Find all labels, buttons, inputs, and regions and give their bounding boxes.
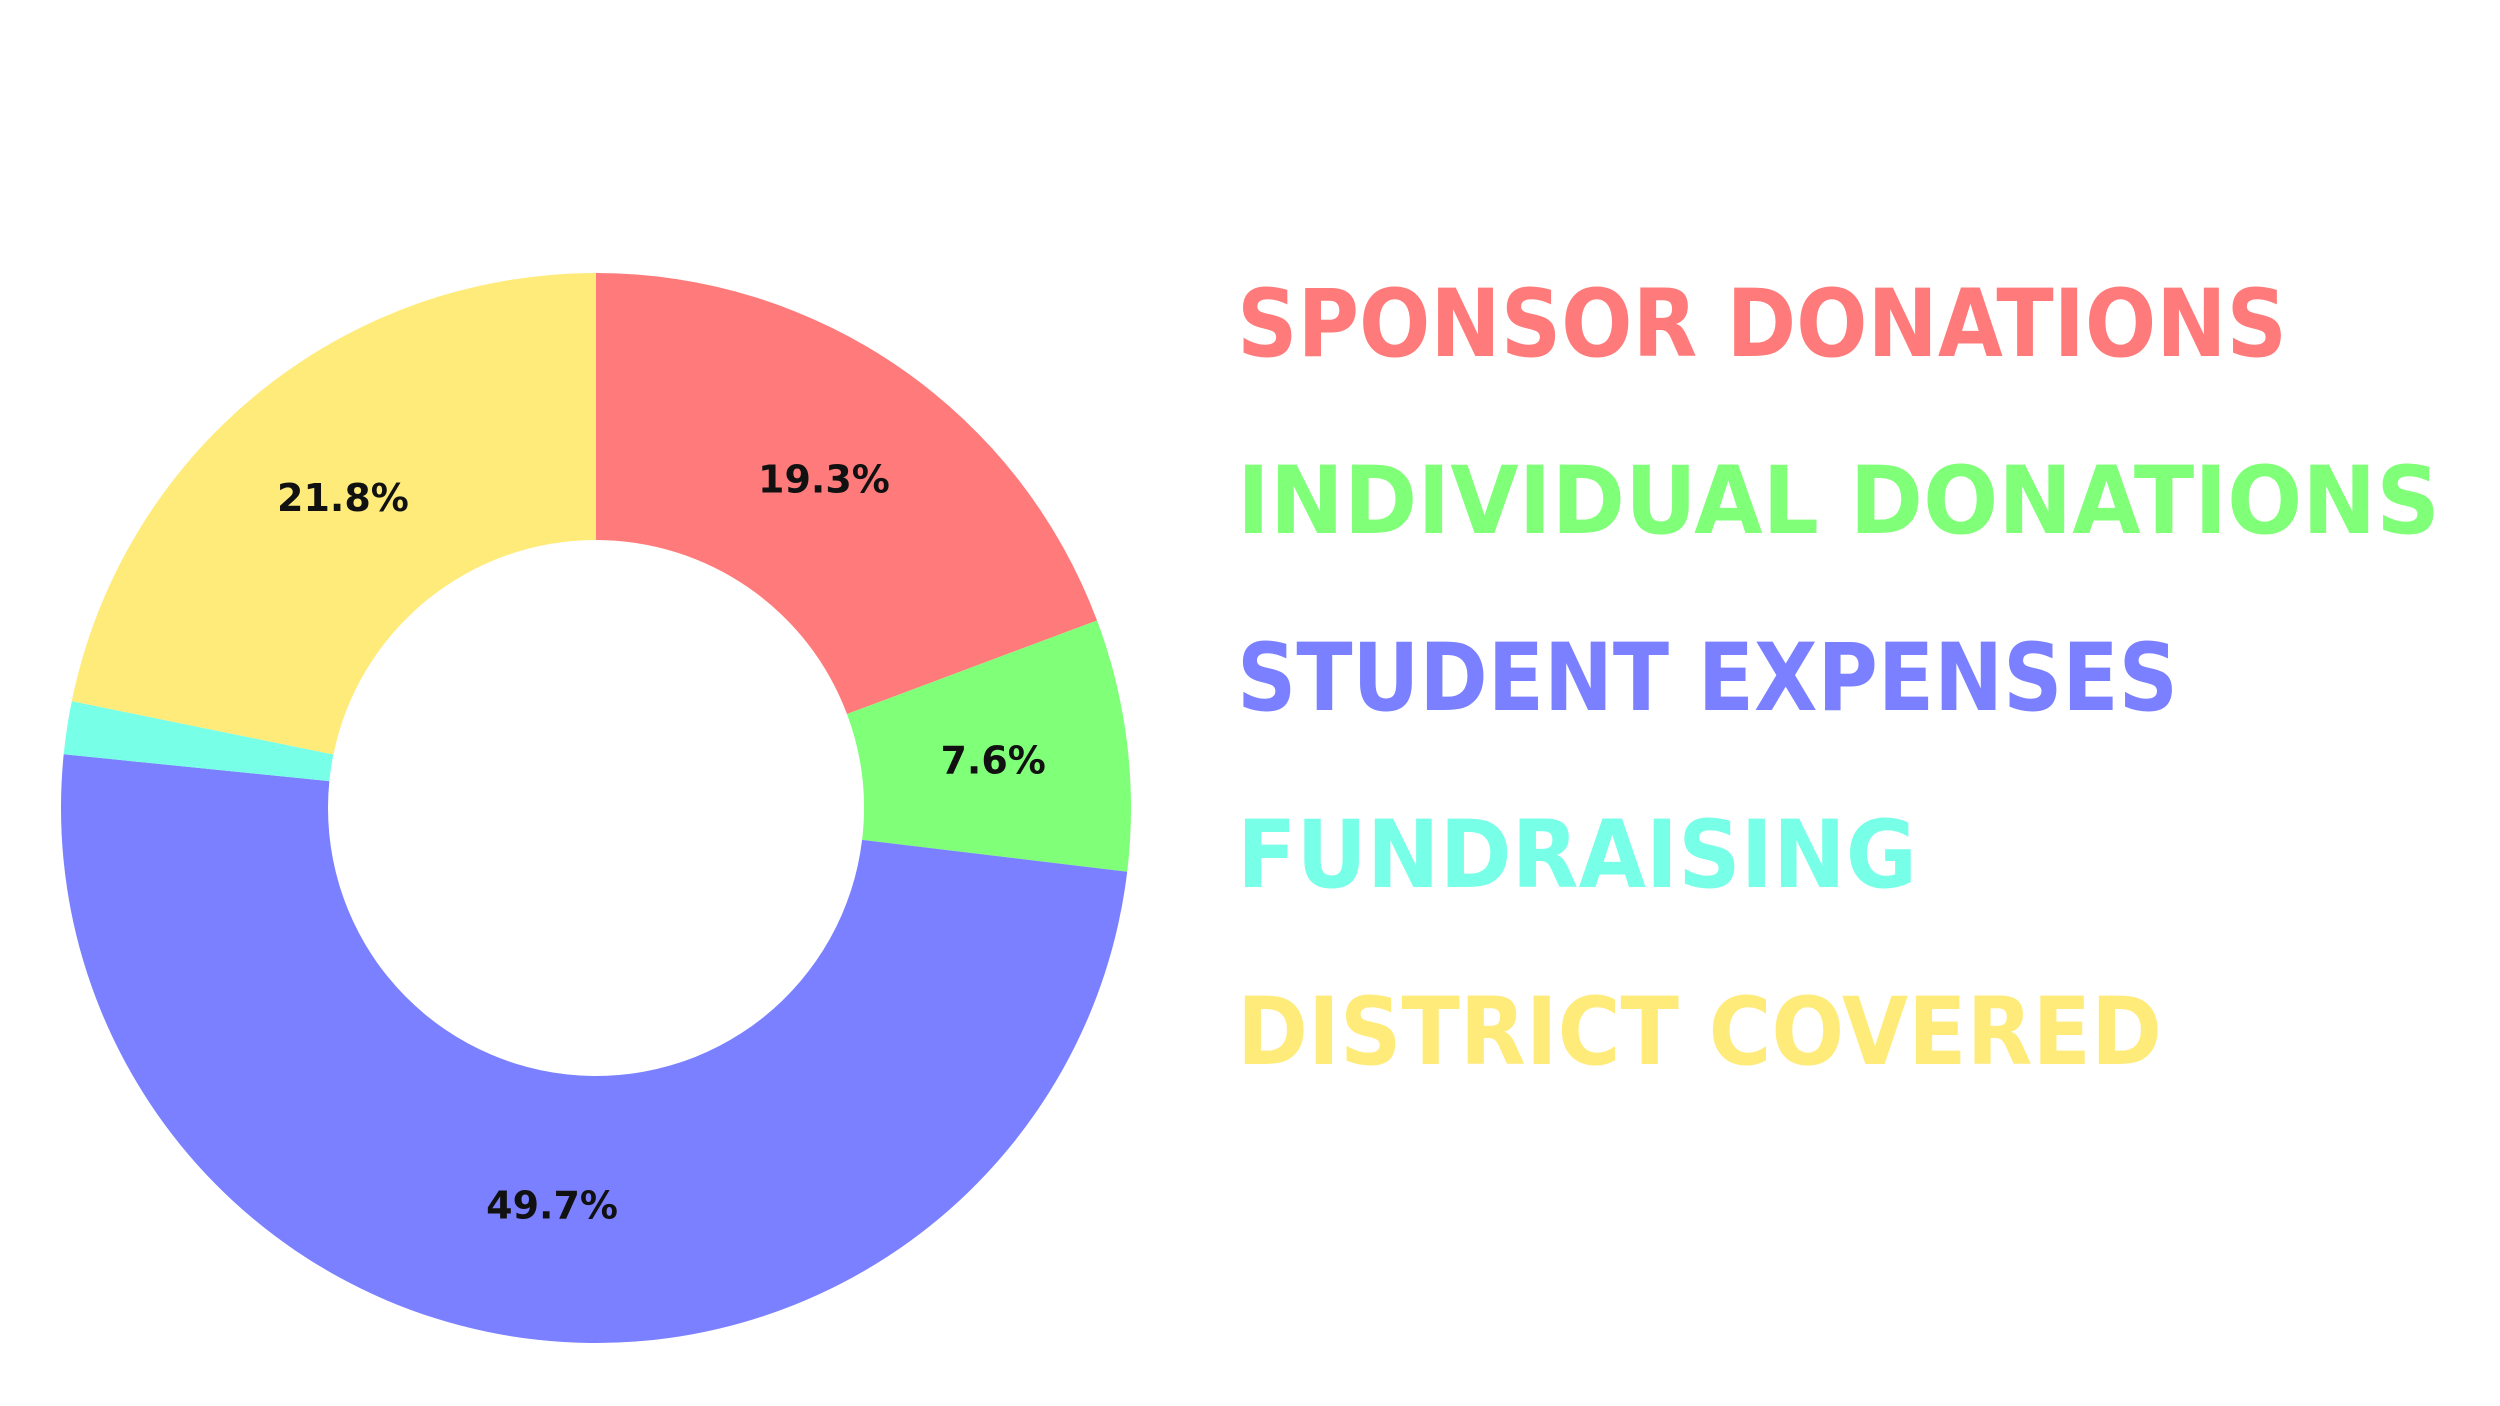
- legend-item-district-covered: DISTRICT COVERED: [1237, 978, 2162, 1087]
- legend-item-fundraising: FUNDRAISING: [1237, 801, 1917, 910]
- legend-item-sponsor-donations: SPONSOR DONATIONS: [1237, 270, 2287, 379]
- slice-sponsor-donations: [596, 273, 1098, 715]
- data-label-individual-donations: 7.6%: [940, 738, 1045, 782]
- legend: SPONSOR DONATIONS INDIVIDUAL DONATIONS STU…: [1237, 270, 2440, 1087]
- legend-item-individual-donations: INDIVIDUAL DONATIONS: [1237, 447, 2440, 556]
- data-label-district-covered: 21.8%: [277, 476, 409, 520]
- slice-district-covered: [71, 273, 597, 755]
- data-labels: 19.3% 7.6% 49.7% 21.8%: [277, 457, 1046, 1227]
- slice-individual-donations: [846, 620, 1131, 872]
- data-label-sponsor-donations: 19.3%: [758, 457, 890, 501]
- data-label-student-expenses: 49.7%: [486, 1184, 618, 1228]
- slice-student-expenses: [61, 754, 1128, 1343]
- legend-item-student-expenses: STUDENT EXPENSES: [1237, 624, 2178, 733]
- donut-slices: [61, 273, 1131, 1343]
- slice-fundraising: [63, 701, 334, 782]
